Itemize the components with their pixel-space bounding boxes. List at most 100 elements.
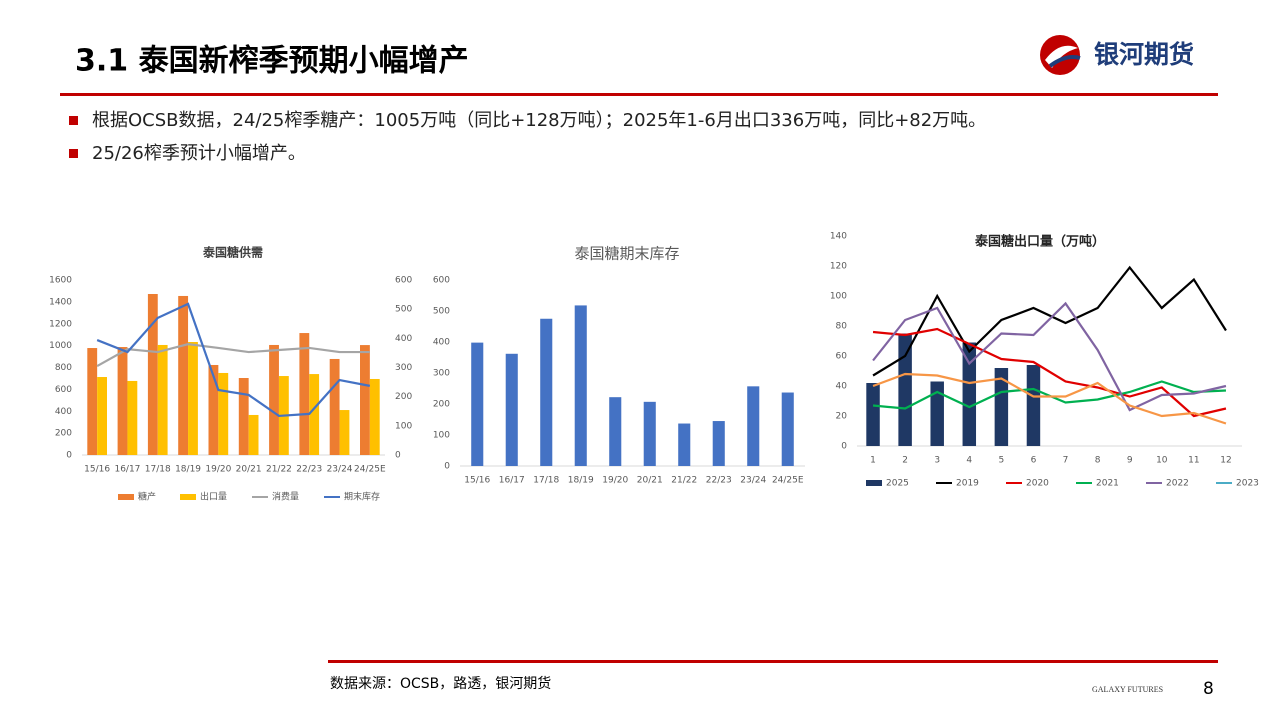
y2-tick-label: 100 bbox=[395, 421, 412, 431]
y2-tick-label: 0 bbox=[395, 451, 401, 461]
bar bbox=[1026, 365, 1041, 446]
legend-label: 2022 bbox=[1166, 479, 1189, 489]
line bbox=[872, 301, 1227, 412]
bar bbox=[309, 374, 320, 455]
legend-swatch bbox=[118, 494, 134, 500]
bar bbox=[643, 401, 656, 466]
bar bbox=[369, 378, 380, 455]
legend-label: 2019 bbox=[956, 479, 979, 489]
y-tick-label: 800 bbox=[55, 363, 72, 373]
bar bbox=[117, 347, 128, 455]
bullet-icon bbox=[69, 149, 78, 158]
bar bbox=[339, 410, 350, 455]
y-tick-label: 0 bbox=[841, 442, 847, 452]
y-tick-label: 140 bbox=[830, 232, 847, 242]
bar bbox=[178, 295, 189, 455]
chart-title: 泰国糖供需 bbox=[202, 245, 263, 260]
x-tick-label: 5 bbox=[999, 456, 1005, 466]
bar bbox=[471, 342, 484, 466]
bullet: 25/26榨季预计小幅增产。 bbox=[92, 143, 306, 164]
y-tick-label: 1200 bbox=[49, 319, 72, 329]
legend-label: 消费量 bbox=[272, 491, 299, 503]
x-tick-label: 22/23 bbox=[296, 465, 322, 475]
x-tick-label: 15/16 bbox=[464, 476, 490, 486]
x-tick-label: 12 bbox=[1220, 456, 1231, 466]
y-tick-label: 1000 bbox=[49, 341, 72, 351]
footer-rule bbox=[328, 660, 1218, 663]
legend-label: 2020 bbox=[1026, 479, 1049, 489]
x-tick-label: 23/24 bbox=[740, 476, 766, 486]
bar bbox=[898, 333, 912, 446]
x-tick-label: 21/22 bbox=[671, 476, 697, 486]
x-tick-label: 17/18 bbox=[533, 476, 559, 486]
bar bbox=[781, 392, 794, 466]
y-tick-label: 200 bbox=[55, 429, 72, 439]
bar bbox=[299, 333, 310, 455]
bullet-icon bbox=[69, 116, 78, 125]
bar bbox=[208, 364, 219, 455]
x-tick-label: 15/16 bbox=[84, 465, 110, 475]
bar bbox=[248, 414, 259, 455]
line bbox=[96, 343, 370, 368]
x-tick-label: 8 bbox=[1095, 456, 1101, 466]
chart-title: 泰国糖期末库存 bbox=[574, 245, 679, 263]
header-rule bbox=[60, 93, 1218, 96]
x-tick-label: 6 bbox=[1031, 456, 1037, 466]
source: 数据来源：OCSB，路透，银河期货 bbox=[330, 675, 551, 692]
y-tick-label: 100 bbox=[433, 431, 450, 441]
x-tick-label: 17/18 bbox=[145, 465, 171, 475]
bar bbox=[540, 318, 553, 466]
y-tick-label: 20 bbox=[836, 412, 848, 422]
bar bbox=[97, 377, 107, 455]
chart-title: 泰国糖出口量（万吨） bbox=[974, 234, 1105, 250]
x-tick-label: 16/17 bbox=[499, 476, 525, 486]
bar bbox=[866, 383, 880, 446]
x-tick-label: 3 bbox=[934, 456, 940, 466]
bar bbox=[962, 342, 977, 446]
legend-swatch bbox=[866, 480, 882, 486]
y-tick-label: 200 bbox=[433, 400, 450, 410]
y-tick-label: 400 bbox=[433, 338, 450, 348]
y-tick-label: 600 bbox=[433, 276, 450, 286]
legend-label: 2025 bbox=[886, 479, 909, 489]
line bbox=[872, 327, 1227, 418]
x-tick-label: 1 bbox=[870, 456, 876, 466]
y-tick-label: 0 bbox=[66, 451, 72, 461]
y2-tick-label: 500 bbox=[395, 305, 412, 315]
legend-label: 2023 bbox=[1236, 479, 1259, 489]
logo bbox=[1040, 35, 1081, 75]
line bbox=[872, 372, 1227, 425]
bar bbox=[147, 294, 158, 455]
bar bbox=[329, 358, 340, 455]
x-tick-label: 2 bbox=[902, 456, 908, 466]
bullet: 根据OCSB数据，24/25榨季糖产：1005万吨（同比+128万吨）；2025… bbox=[92, 110, 986, 131]
x-tick-label: 19/20 bbox=[602, 476, 628, 486]
bar bbox=[269, 344, 279, 455]
bar bbox=[360, 345, 370, 455]
y-tick-label: 300 bbox=[433, 369, 450, 379]
bar bbox=[188, 342, 198, 455]
x-tick-label: 7 bbox=[1063, 456, 1069, 466]
x-tick-label: 21/22 bbox=[266, 465, 292, 475]
y-tick-label: 60 bbox=[836, 352, 848, 362]
bar bbox=[574, 305, 587, 466]
line bbox=[96, 302, 371, 418]
slide-title: 3.1 泰国新榨季预期小幅增产 bbox=[75, 44, 469, 79]
legend-label: 出口量 bbox=[200, 491, 227, 503]
x-tick-label: 23/24 bbox=[327, 465, 353, 475]
bar bbox=[994, 368, 1009, 446]
bar bbox=[747, 386, 760, 466]
legend-label: 糖产 bbox=[138, 491, 156, 503]
y-tick-label: 400 bbox=[55, 407, 72, 417]
x-tick-label: 9 bbox=[1127, 456, 1133, 466]
y-tick-label: 40 bbox=[836, 382, 848, 392]
bar bbox=[218, 372, 229, 455]
page-number: 8 bbox=[1203, 679, 1214, 699]
x-tick-label: 4 bbox=[966, 456, 972, 466]
legend-label: 2021 bbox=[1096, 479, 1119, 489]
y-tick-label: 100 bbox=[830, 292, 847, 302]
x-tick-label: 20/21 bbox=[637, 476, 663, 486]
x-tick-label: 24/25E bbox=[772, 476, 804, 486]
y-tick-label: 500 bbox=[433, 307, 450, 317]
